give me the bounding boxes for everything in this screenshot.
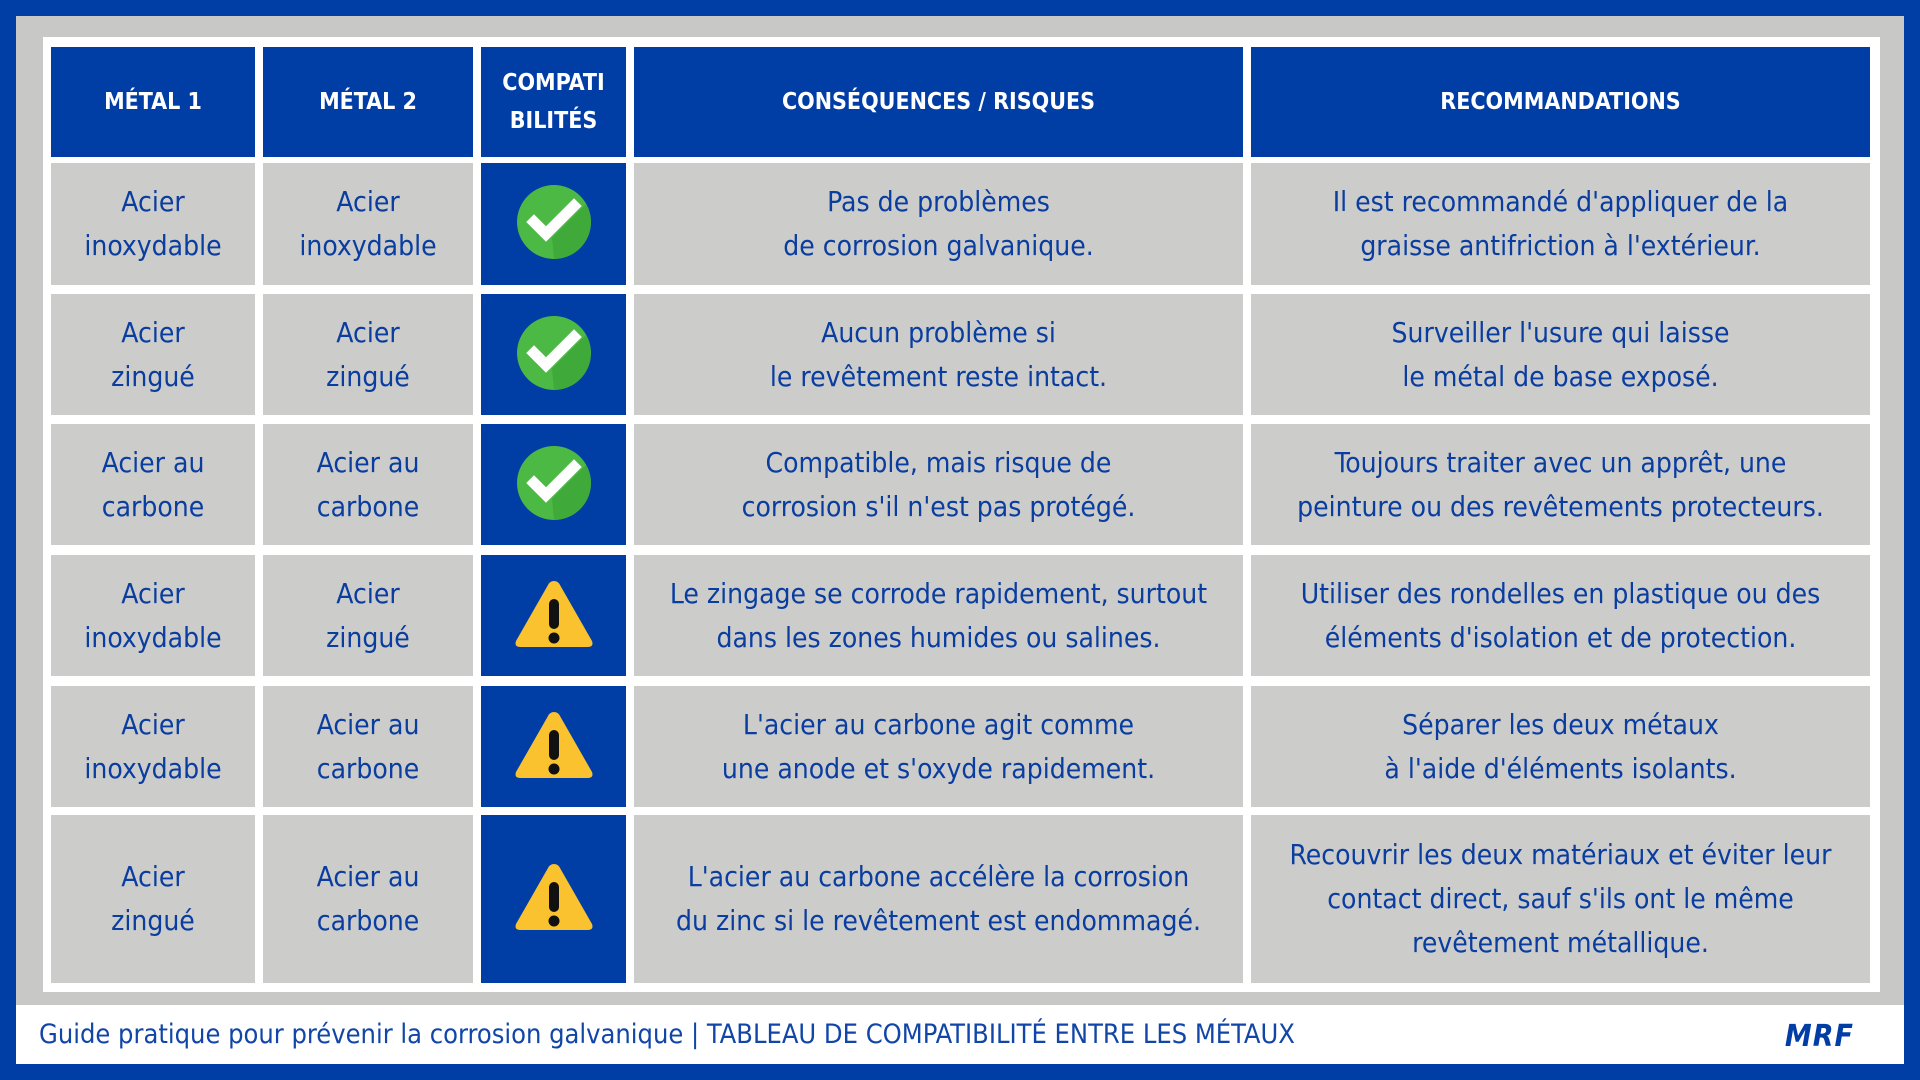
mrf-logo: MRF [1784, 1019, 1854, 1054]
check-icon [516, 445, 592, 525]
cell-metal2: Acier inoxydable [263, 163, 473, 285]
cell-consequences: Le zingage se corrode rapidement, surtou… [634, 555, 1243, 676]
header-metal2: MÉTAL 2 [263, 47, 473, 157]
compat-cell [481, 555, 626, 676]
cell-metal2: Acier au carbone [263, 815, 473, 983]
compat-cell [481, 815, 626, 983]
cell-metal2: Acier zingué [263, 294, 473, 415]
warning-icon [513, 860, 595, 938]
cell-recommendations: Utiliser des rondelles en plastique ou d… [1251, 555, 1870, 676]
cell-consequences: L'acier au carbone agit comme une anode … [634, 686, 1243, 807]
compat-cell [481, 424, 626, 545]
cell-metal1: Acier inoxydable [51, 686, 255, 807]
cell-consequences: Aucun problème si le revêtement reste in… [634, 294, 1243, 415]
compat-cell [481, 686, 626, 807]
compat-cell [481, 163, 626, 285]
cell-metal1: Acier inoxydable [51, 163, 255, 285]
compat-cell [481, 294, 626, 415]
cell-consequences: L'acier au carbone accélère la corrosion… [634, 815, 1243, 983]
cell-metal2: Acier au carbone [263, 424, 473, 545]
cell-metal1: Acier zingué [51, 815, 255, 983]
header-consequences: CONSÉQUENCES / RISQUES [634, 47, 1243, 157]
check-icon [516, 315, 592, 395]
cell-recommendations: Séparer les deux métaux à l'aide d'éléme… [1251, 686, 1870, 807]
compatibility-table: MÉTAL 1 MÉTAL 2 COMPATI BILITÉS CONSÉQUENCE… [43, 37, 1880, 992]
cell-metal1: Acier inoxydable [51, 555, 255, 676]
cell-metal2: Acier au carbone [263, 686, 473, 807]
cell-recommendations: Toujours traiter avec un apprêt, une pei… [1251, 424, 1870, 545]
header-compat: COMPATI BILITÉS [481, 47, 626, 157]
cell-recommendations: Surveiller l'usure qui laisse le métal d… [1251, 294, 1870, 415]
cell-consequences: Compatible, mais risque de corrosion s'i… [634, 424, 1243, 545]
cell-metal2: Acier zingué [263, 555, 473, 676]
footer-caption: Guide pratique pour prévenir la corrosio… [39, 1019, 1295, 1050]
header-metal1: MÉTAL 1 [51, 47, 255, 157]
cell-metal1: Acier au carbone [51, 424, 255, 545]
footer: Guide pratique pour prévenir la corrosio… [16, 1005, 1904, 1064]
cell-recommendations: Il est recommandé d'appliquer de la grai… [1251, 163, 1870, 285]
warning-icon [513, 708, 595, 786]
cell-recommendations: Recouvrir les deux matériaux et éviter l… [1251, 815, 1870, 983]
check-icon [516, 184, 592, 264]
warning-icon [513, 577, 595, 655]
header-recommendations: RECOMMANDATIONS [1251, 47, 1870, 157]
cell-metal1: Acier zingué [51, 294, 255, 415]
cell-consequences: Pas de problèmes de corrosion galvanique… [634, 163, 1243, 285]
